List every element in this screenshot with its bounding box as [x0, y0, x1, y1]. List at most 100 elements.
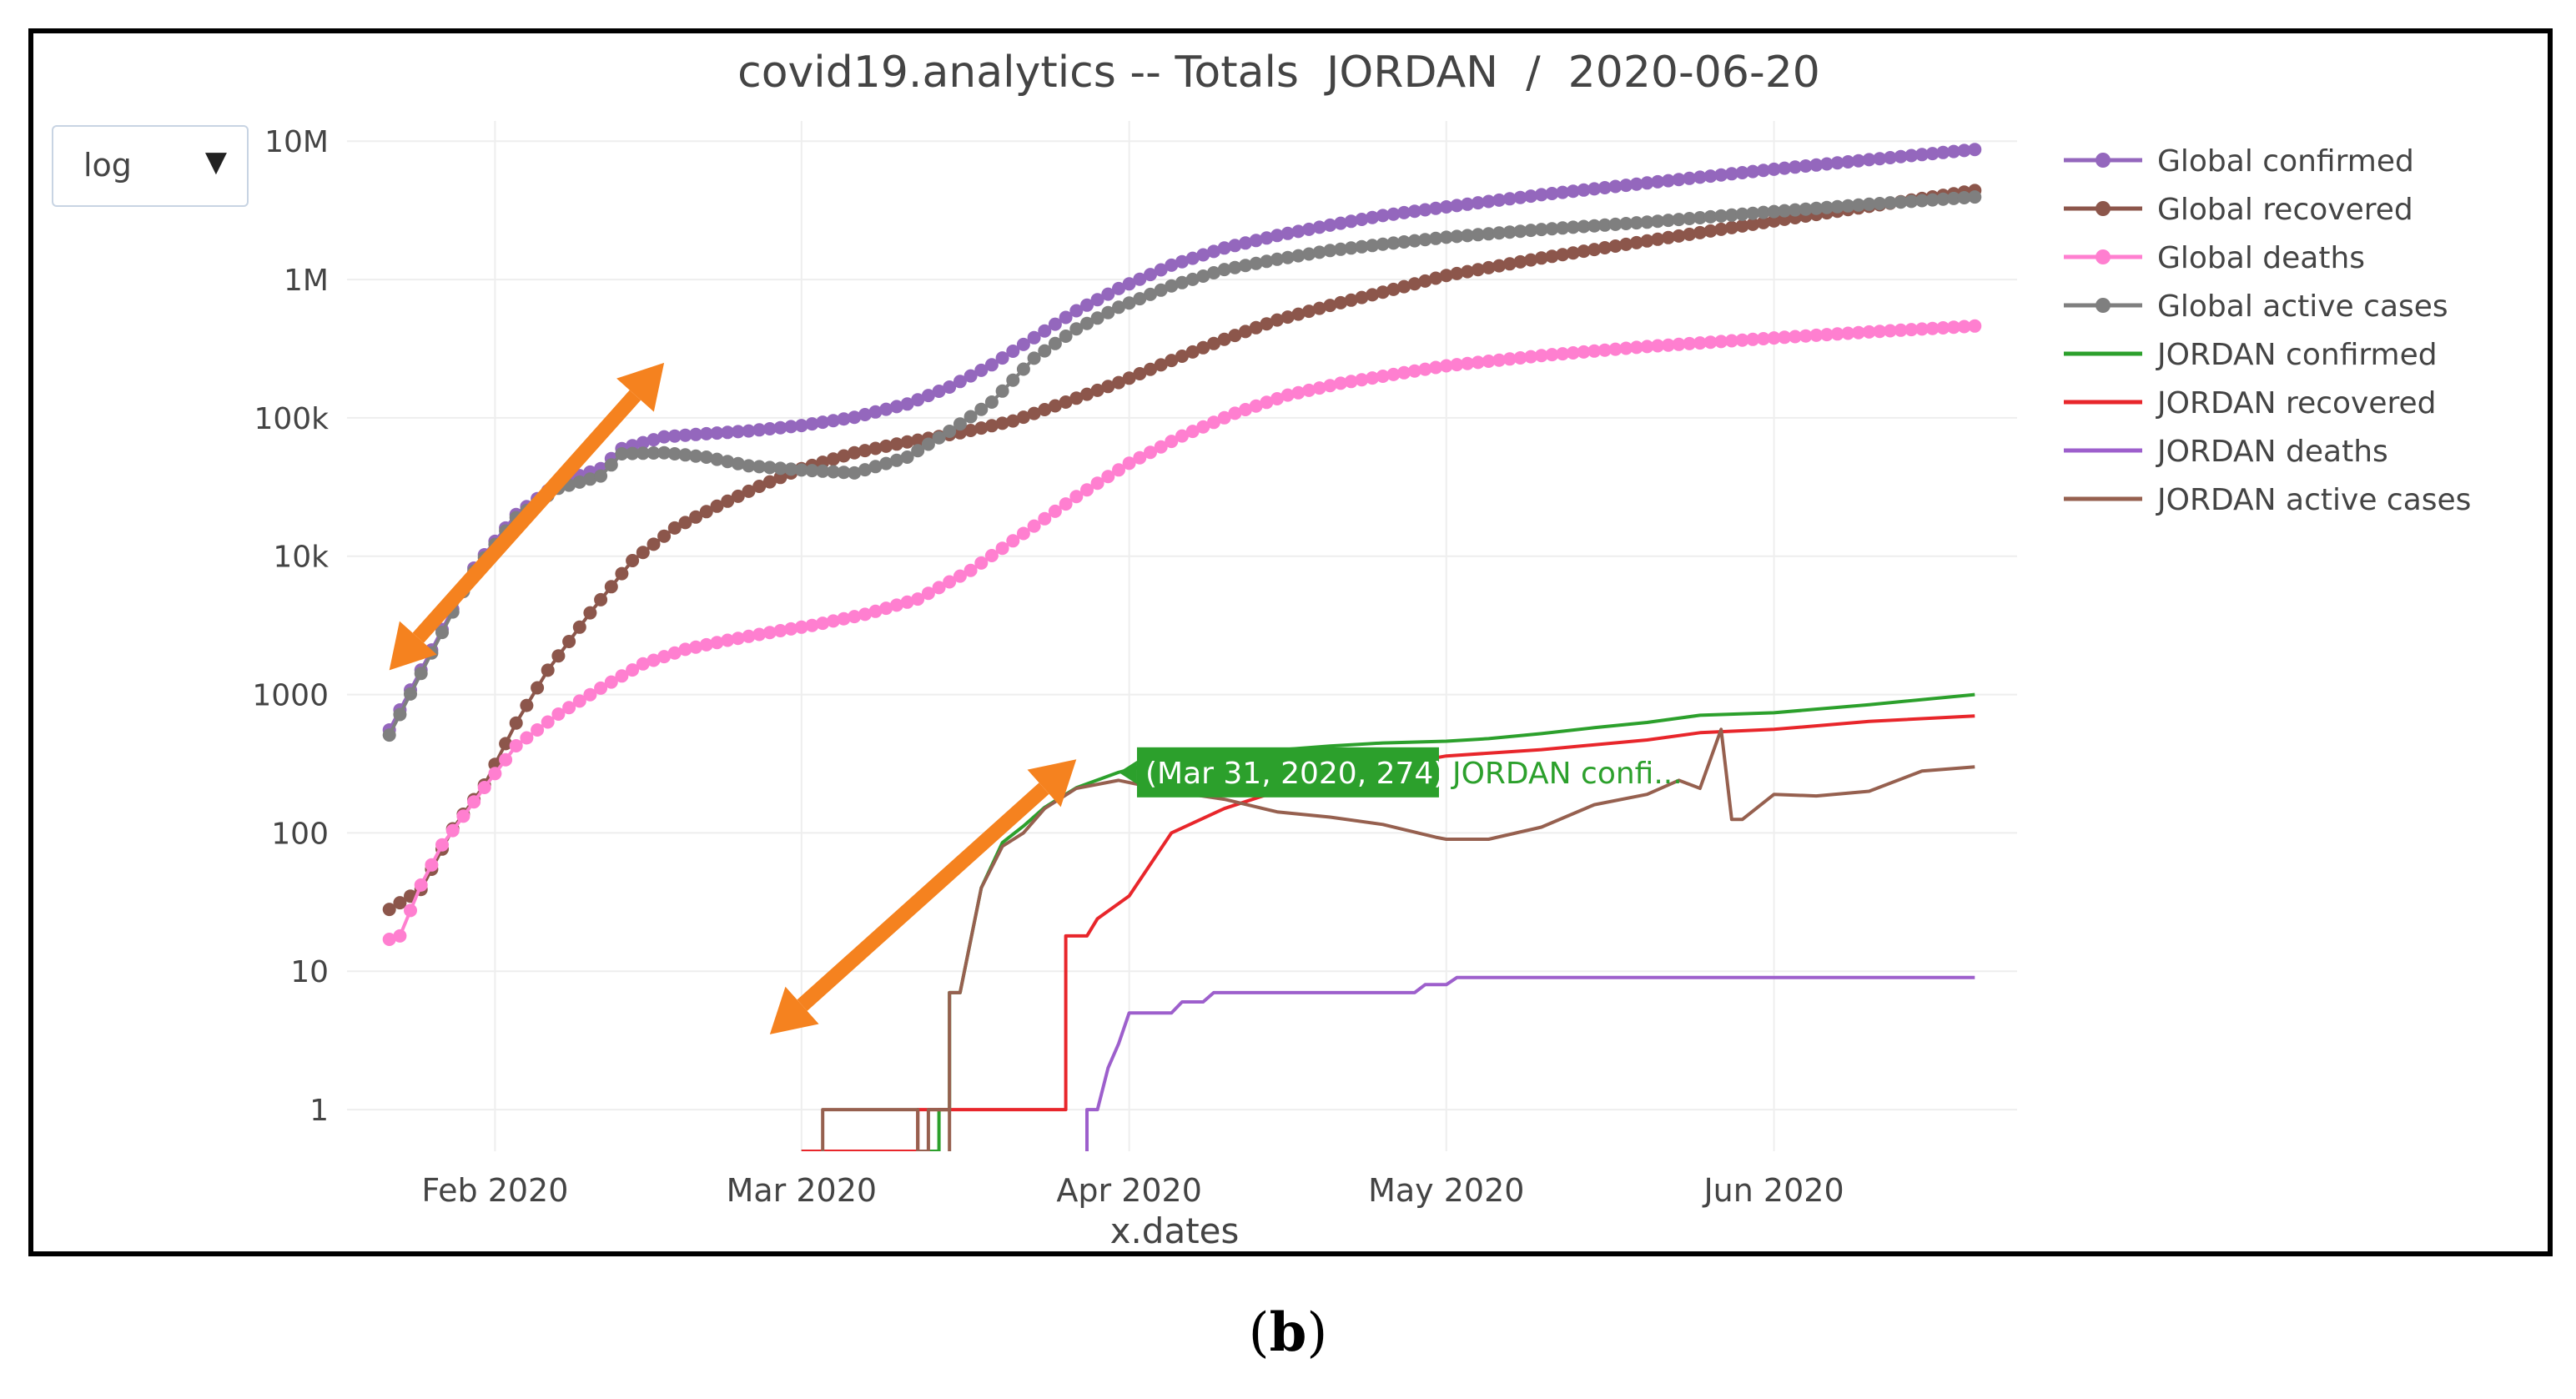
data-point [1819, 200, 1834, 214]
legend-label: Global confirmed [2157, 144, 2414, 179]
data-point [1809, 201, 1824, 215]
data-point [1450, 199, 1464, 213]
x-tick-label: Mar 2020 [727, 1172, 877, 1209]
data-point [1714, 335, 1728, 349]
data-point [1608, 217, 1623, 231]
data-point [1778, 161, 1792, 175]
data-point [541, 663, 555, 677]
data-point [572, 475, 586, 489]
data-point [1724, 220, 1738, 234]
data-point [1122, 296, 1136, 310]
data-point [953, 417, 967, 431]
data-point [520, 731, 534, 745]
data-point [1756, 332, 1770, 345]
data-point [435, 838, 449, 852]
data-point [1735, 333, 1749, 347]
data-point [1207, 336, 1220, 350]
data-point [1502, 225, 1517, 239]
data-point [1693, 336, 1707, 350]
data-point [1767, 204, 1781, 219]
data-point [1196, 420, 1210, 434]
data-point [1724, 208, 1738, 222]
x-tick-label: Feb 2020 [421, 1172, 568, 1209]
data-point [626, 446, 640, 460]
data-point [900, 397, 914, 411]
data-point [1756, 164, 1770, 178]
data-point [1936, 192, 1950, 206]
chart-title: covid19.analytics -- Totals JORDAN / 202… [737, 48, 1820, 98]
data-point [762, 422, 777, 435]
data-point [1038, 511, 1052, 526]
data-point [1471, 196, 1485, 210]
data-point [1312, 245, 1326, 259]
data-point [1661, 338, 1675, 352]
data-point [932, 385, 946, 398]
data-point [1672, 337, 1686, 351]
data-point [699, 450, 713, 464]
legend-item-global-recovered: Global recovered [2064, 193, 2413, 227]
data-point [699, 505, 713, 519]
data-point [1693, 211, 1707, 224]
data-point [1006, 345, 1020, 358]
data-point [1724, 167, 1738, 181]
series-jordan-active-cases [821, 727, 1975, 1151]
data-point [1746, 217, 1760, 231]
data-point [710, 426, 724, 440]
data-point [657, 430, 672, 444]
data-point [1672, 213, 1686, 227]
data-point [1185, 272, 1200, 286]
data-point [1101, 470, 1115, 484]
data-point [1069, 322, 1084, 336]
data-point [974, 556, 989, 570]
data-point [1397, 205, 1411, 219]
data-point [1291, 307, 1306, 321]
data-point [1048, 504, 1062, 518]
data-point [1101, 305, 1115, 320]
data-point [1851, 153, 1865, 168]
data-point [1260, 395, 1274, 410]
y-axis: 1 10 100 1000 10k 100k 1M 10M [252, 125, 329, 1128]
data-point [1735, 207, 1749, 221]
data-point [1185, 345, 1200, 359]
data-point [762, 626, 777, 640]
data-point [1597, 218, 1612, 232]
data-point [1651, 232, 1665, 246]
legend-item-global-confirmed: Global confirmed [2064, 144, 2414, 179]
data-point [889, 400, 903, 414]
data-point [1280, 310, 1295, 325]
data-point [1069, 391, 1084, 405]
data-point [1799, 159, 1813, 173]
data-point [1461, 197, 1475, 211]
data-point [1597, 181, 1612, 194]
data-point [911, 592, 925, 606]
data-point [1154, 283, 1168, 297]
data-point [1239, 259, 1252, 273]
data-point [1482, 355, 1496, 368]
data-point [710, 636, 724, 650]
data-point [1534, 223, 1548, 237]
series-global-recovered [382, 184, 1982, 917]
data-point [1767, 162, 1781, 176]
data-point [1894, 149, 1908, 164]
data-point [911, 433, 925, 447]
data-point [1016, 337, 1030, 351]
data-point [710, 452, 724, 466]
data-point [1344, 293, 1358, 307]
data-point [731, 632, 745, 646]
data-point [1756, 215, 1770, 229]
data-point [1122, 371, 1136, 385]
scale-dropdown[interactable]: log ▼ [52, 125, 249, 207]
data-point [393, 896, 407, 910]
data-point [848, 465, 862, 480]
data-point [1207, 415, 1220, 430]
data-point [531, 681, 545, 695]
data-point [647, 433, 661, 447]
data-point [1048, 399, 1062, 413]
data-point [1566, 220, 1580, 234]
y-tick-label: 10 [290, 955, 329, 989]
data-point [1492, 193, 1507, 207]
data-point [911, 444, 925, 458]
data-point [1154, 440, 1168, 454]
data-point [509, 716, 523, 730]
data-point [1830, 156, 1844, 170]
